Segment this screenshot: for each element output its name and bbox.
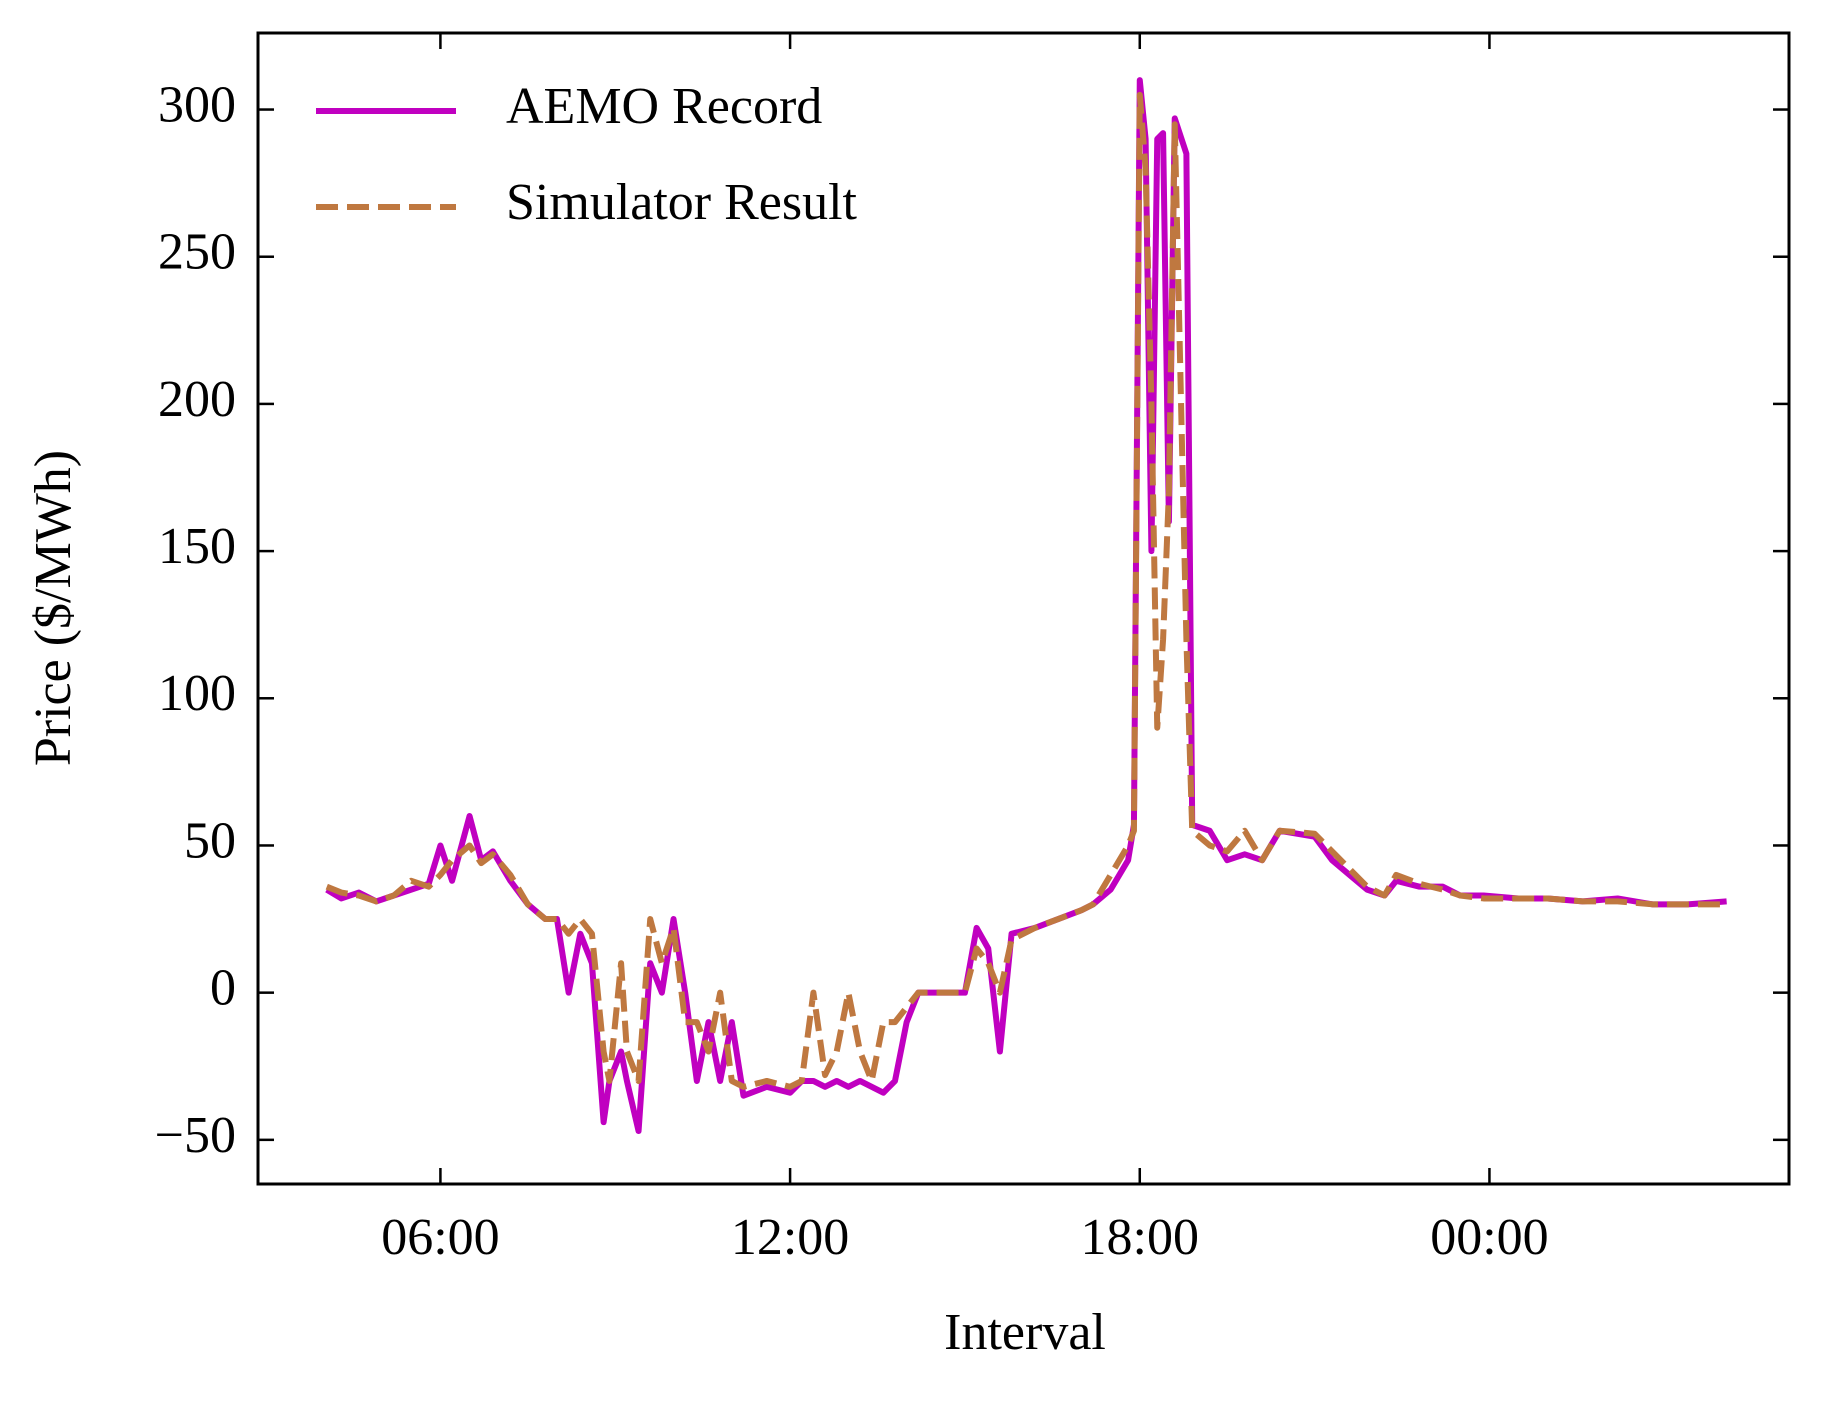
y-tick-label: −50: [155, 1107, 236, 1164]
y-tick-label: 250: [158, 224, 236, 281]
y-tick-label: 100: [158, 665, 236, 722]
y-tick-label: 150: [158, 518, 236, 575]
series-line: [325, 91, 1727, 1090]
plot-frame: [256, 31, 1791, 1186]
y-tick-label: 300: [158, 76, 236, 133]
series-line: [325, 77, 1727, 1135]
x-tick-label: 12:00: [731, 1209, 849, 1266]
y-tick-label: 50: [184, 812, 236, 869]
x-axis-label: Interval: [944, 1304, 1106, 1361]
y-axis-label: Price ($/MWh): [25, 450, 82, 766]
x-tick-label: 18:00: [1081, 1209, 1199, 1266]
legend-label: Simulator Result: [506, 174, 858, 231]
y-tick-label: 0: [210, 960, 236, 1017]
x-tick-label: 00:00: [1430, 1209, 1548, 1266]
x-tick-label: 06:00: [381, 1209, 499, 1266]
legend-label: AEMO Record: [506, 78, 822, 135]
y-tick-label: 200: [158, 371, 236, 428]
